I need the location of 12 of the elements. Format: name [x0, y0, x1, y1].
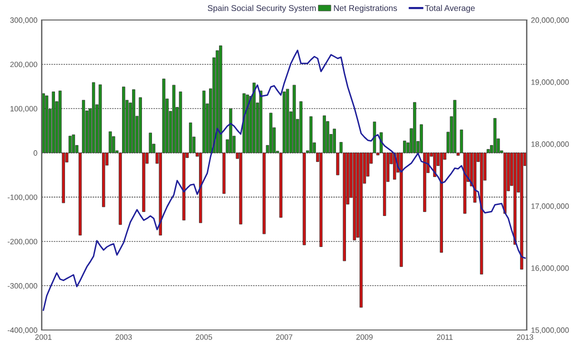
bar: [493, 118, 496, 154]
bar: [246, 94, 249, 154]
bar: [309, 116, 313, 154]
bar: [252, 82, 256, 154]
bar: [72, 134, 76, 154]
chart-title: Spain Social Security System: [208, 4, 316, 13]
bar: [269, 112, 272, 154]
bar: [433, 152, 436, 177]
legend-label: Net Registrations: [334, 4, 397, 13]
legend-label: Total Average: [424, 4, 475, 13]
line-series: [42, 50, 526, 311]
bar: [92, 82, 96, 154]
